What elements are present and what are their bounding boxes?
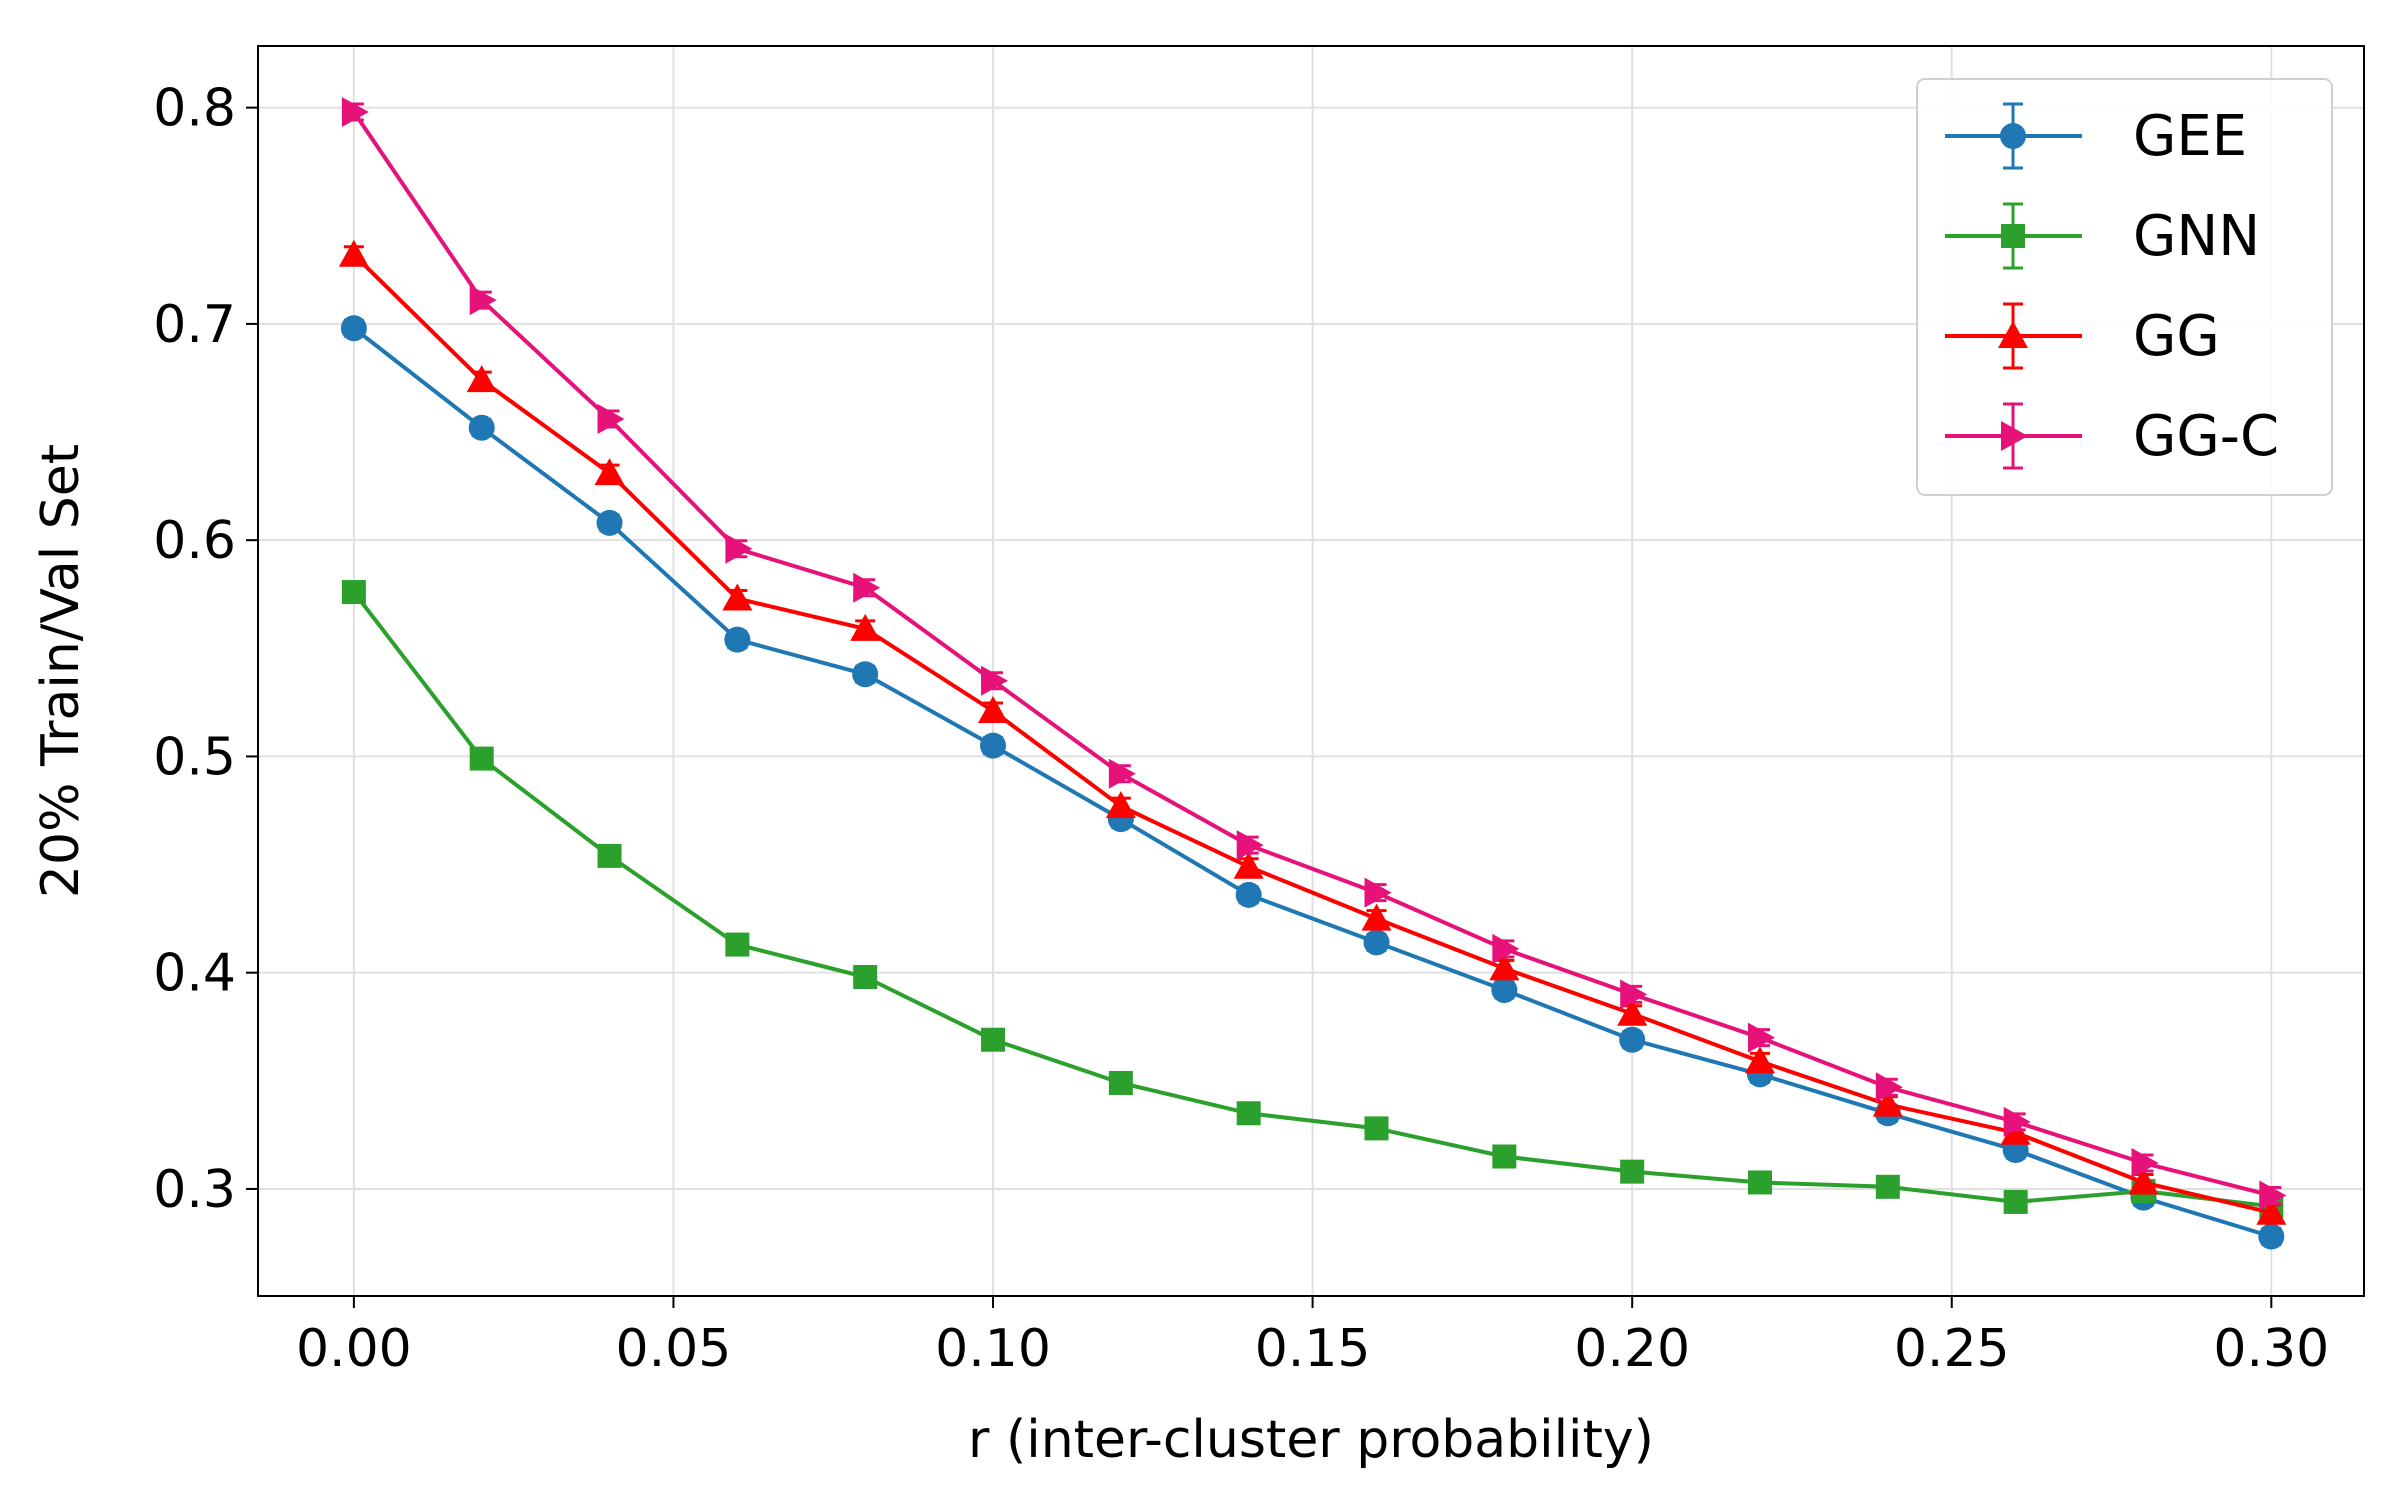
data-point-gg — [1617, 998, 1648, 1026]
x-axis-label: r (inter-cluster probability) — [968, 1410, 1654, 1470]
data-point-gee — [1363, 929, 1390, 956]
series-line-gg — [352, 253, 2272, 1215]
data-point-gnn — [1875, 1174, 1900, 1199]
y-tick-label: 0.6 — [153, 511, 236, 571]
y-tick-label: 0.5 — [153, 727, 236, 787]
data-point-gg-c — [1748, 1022, 1776, 1053]
data-point-gg-c — [1875, 1072, 1903, 1103]
legend-label-gg-c: GG-C — [2133, 404, 2279, 469]
data-point-gg — [466, 365, 497, 393]
x-tick-label: 0.15 — [1255, 1319, 1371, 1379]
x-tick-label: 0.05 — [616, 1319, 732, 1379]
y-tick-label: 0.3 — [153, 1160, 236, 1220]
data-point-gg — [1361, 903, 1392, 931]
data-point-gg-c — [2003, 1106, 2031, 1137]
data-point-gg-c — [981, 665, 1009, 696]
data-point-gg — [1489, 953, 1520, 981]
legend-marker-gee — [2000, 123, 2026, 149]
data-point-gee — [596, 509, 623, 536]
data-point-gnn — [1108, 1070, 1133, 1095]
data-point-gg — [1745, 1046, 1776, 1074]
data-point-gg — [850, 613, 881, 641]
y-tick-label: 0.7 — [153, 295, 236, 355]
data-point-gnn — [725, 932, 750, 957]
x-tick-label: 0.20 — [1574, 1319, 1690, 1379]
legend-marker-gg-c — [2001, 421, 2028, 451]
data-point-gee — [340, 315, 367, 342]
plot-area-border — [257, 45, 2365, 1297]
legend-label-gg: GG — [2133, 304, 2220, 369]
data-point-gee — [2258, 1223, 2285, 1250]
data-point-gg — [978, 696, 1009, 724]
data-point-gg-c — [469, 285, 497, 316]
x-tick-label: 0.30 — [2213, 1319, 2329, 1379]
data-point-gg-c — [341, 96, 369, 127]
data-point-gg — [722, 583, 753, 611]
data-point-gg-c — [2131, 1147, 2159, 1178]
series-line-gnn — [352, 590, 2272, 1209]
series-gg-c — [341, 96, 2287, 1211]
x-tick-label: 0.10 — [935, 1319, 1051, 1379]
x-tick-label: 0.25 — [1894, 1319, 2010, 1379]
data-point-gee — [852, 661, 879, 688]
data-point-gee — [724, 626, 751, 653]
legend-box — [1916, 78, 2333, 496]
data-point-gnn — [469, 746, 494, 771]
data-point-gg-c — [1236, 830, 1264, 861]
data-point-gg — [1872, 1089, 1903, 1117]
data-point-gnn — [1620, 1159, 1645, 1184]
x-tick-label: 0.00 — [296, 1319, 412, 1379]
data-point-gg-c — [725, 533, 753, 564]
data-point-gee — [980, 732, 1007, 759]
series-gg — [338, 239, 2287, 1225]
legend-label-gnn: GNN — [2133, 204, 2260, 269]
data-point-gnn — [1236, 1101, 1261, 1126]
data-point-gg-c — [1108, 758, 1136, 789]
data-point-gnn — [981, 1027, 1006, 1052]
data-point-gnn — [341, 580, 366, 605]
data-point-gee — [1619, 1026, 1646, 1053]
data-point-gee — [468, 414, 495, 441]
series-line-gee — [352, 326, 2272, 1239]
y-tick-label: 0.4 — [153, 944, 236, 1004]
data-point-gg-c — [1364, 877, 1392, 908]
legend-item-gg: GG — [1945, 302, 2220, 370]
data-point-gg-c — [2259, 1180, 2287, 1211]
data-point-gg-c — [853, 572, 881, 603]
data-point-gg-c — [1492, 933, 1520, 964]
legend-label-gee: GEE — [2133, 104, 2247, 169]
legend-item-gg-c: GG-C — [1945, 402, 2279, 470]
data-point-gnn — [2003, 1189, 2028, 1214]
axis-ticks: 0.00 0.05 0.10 0.15 0.20 0.25 0.30 0.3 0.4 0.5 0.6… — [153, 79, 2329, 1379]
legend-marker-gg — [1998, 321, 2028, 348]
data-point-gnn — [597, 843, 622, 868]
series-line-gg-c — [352, 110, 2272, 1198]
data-point-gnn — [1364, 1116, 1389, 1141]
series-layer — [338, 96, 2287, 1250]
data-point-gg-c — [1620, 979, 1648, 1010]
data-point-gnn — [1748, 1170, 1773, 1195]
data-point-gg — [1233, 851, 1264, 879]
legend-item-gnn: GNN — [1945, 202, 2260, 270]
data-point-gg — [2256, 1197, 2287, 1225]
legend-item-gee: GEE — [1945, 102, 2247, 170]
data-point-gg — [2128, 1167, 2159, 1195]
data-point-gee — [1491, 976, 1518, 1003]
legend: GEE GNN GG GG-C — [1916, 78, 2333, 496]
data-point-gnn — [1492, 1144, 1517, 1169]
data-point-gnn — [853, 965, 878, 990]
data-point-gee — [1235, 881, 1262, 908]
grid-lines — [258, 46, 2364, 1296]
y-tick-label: 0.8 — [153, 79, 236, 139]
data-point-gg-c — [597, 404, 625, 435]
y-axis-label: 20% Train/Val Set — [31, 444, 91, 898]
legend-marker-gnn — [2001, 224, 2025, 248]
data-point-gg — [594, 458, 625, 486]
data-point-gg — [1105, 791, 1136, 819]
data-point-gg — [338, 239, 369, 267]
